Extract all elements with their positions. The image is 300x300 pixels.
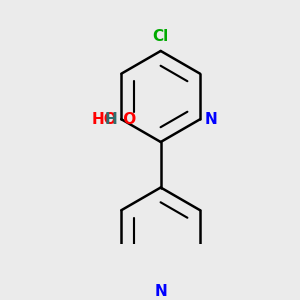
Text: N: N xyxy=(204,112,217,127)
Text: Cl: Cl xyxy=(153,29,169,44)
Text: N: N xyxy=(154,284,167,299)
Text: H: H xyxy=(104,112,117,127)
Text: HO: HO xyxy=(92,112,117,127)
Text: O: O xyxy=(118,112,136,127)
